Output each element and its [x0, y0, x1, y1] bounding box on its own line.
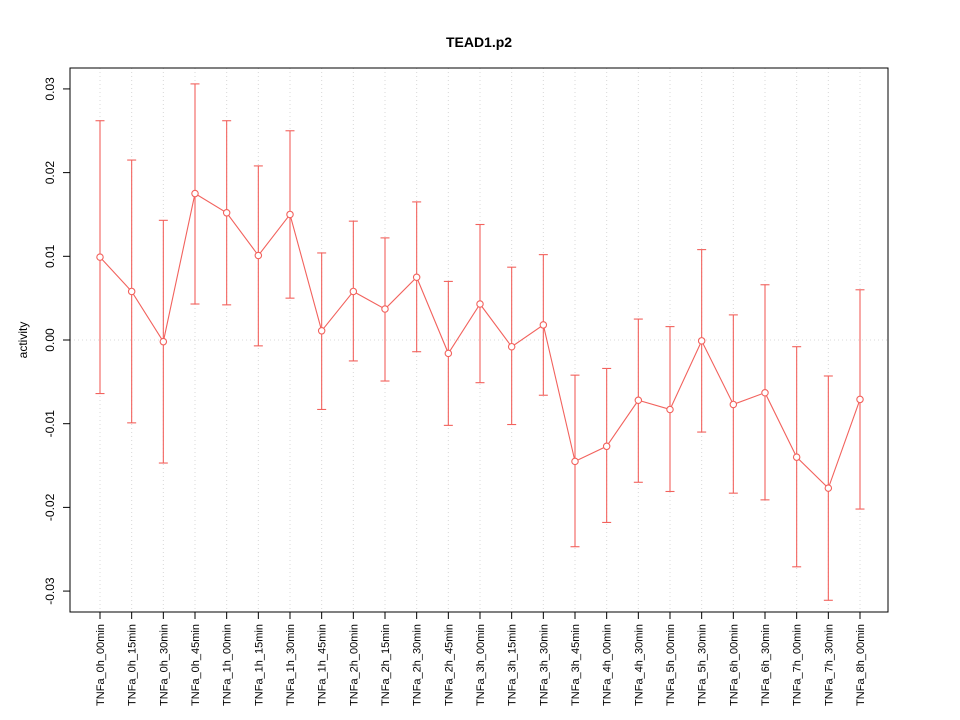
x-tick-label: TNFa_3h_30min: [538, 624, 550, 706]
x-tick-label: TNFa_2h_30min: [412, 624, 424, 706]
x-tick-label: TNFa_7h_00min: [792, 624, 804, 706]
y-axis-label: activity: [16, 322, 30, 359]
data-point: [634, 396, 643, 405]
x-tick-label: TNFa_1h_15min: [253, 624, 265, 706]
data-point: [729, 400, 738, 409]
x-tick-label: TNFa_3h_00min: [475, 624, 487, 706]
x-tick-label: TNFa_5h_00min: [665, 624, 677, 706]
data-point: [127, 287, 136, 296]
y-tick-label: 0.03: [43, 77, 57, 101]
y-tick-label: 0.00: [43, 328, 57, 352]
data-point: [476, 300, 484, 308]
x-tick-label: TNFa_7h_30min: [823, 624, 835, 706]
x-tick-label: TNFa_1h_45min: [317, 624, 329, 706]
y-tick-label: 0.02: [43, 161, 57, 185]
data-point: [381, 305, 389, 313]
data-point: [222, 209, 231, 217]
x-tick-label: TNFa_0h_30min: [158, 624, 170, 706]
data-point: [761, 388, 769, 397]
data-point: [571, 457, 579, 466]
data-point: [824, 484, 833, 492]
x-tick-label: TNFa_3h_45min: [570, 624, 582, 706]
x-tick-label: TNFa_8h_00min: [855, 624, 867, 706]
data-point: [349, 287, 358, 296]
x-tick-label: TNFa_4h_00min: [602, 624, 614, 706]
x-tick-label: TNFa_3h_15min: [507, 624, 519, 706]
data-point: [539, 321, 548, 329]
x-tick-label: TNFa_1h_30min: [285, 624, 297, 706]
x-tick-label: TNFa_2h_45min: [443, 624, 455, 706]
x-tick-label: TNFa_2h_15min: [380, 624, 392, 706]
x-tick-label: TNFa_4h_30min: [633, 624, 645, 706]
data-point: [412, 273, 421, 281]
data-point: [602, 442, 611, 451]
data-point: [856, 395, 864, 404]
x-tick-label: TNFa_2h_00min: [348, 624, 360, 706]
data-point: [191, 189, 199, 198]
chart-title: TEAD1.p2: [446, 34, 512, 50]
data-point: [96, 253, 104, 261]
data-point: [286, 210, 294, 219]
x-tick-label: TNFa_0h_00min: [95, 624, 107, 706]
data-point: [666, 405, 674, 414]
data-point: [159, 337, 168, 346]
data-point: [792, 453, 801, 461]
x-tick-label: TNFa_0h_45min: [190, 624, 202, 706]
y-tick-label: -0.02: [43, 493, 57, 521]
data-point: [317, 327, 326, 335]
y-tick-label: -0.01: [43, 410, 57, 438]
x-tick-label: TNFa_0h_15min: [127, 624, 139, 706]
x-tick-label: TNFa_6h_00min: [728, 624, 740, 706]
x-tick-label: TNFa_6h_30min: [760, 624, 772, 706]
data-point: [254, 251, 263, 260]
data-point: [507, 342, 516, 351]
plot-area: -0.03 -0.02 -0.01 0.00 0.01 0.02 0.03 TNFa_0h_0…: [43, 67, 889, 706]
x-tick-label: TNFa_5h_30min: [697, 624, 709, 706]
y-tick-label: 0.01: [43, 244, 57, 268]
y-tick-label: -0.03: [43, 577, 57, 605]
x-tick-label: TNFa_1h_00min: [222, 624, 234, 706]
data-point: [697, 337, 706, 345]
data-point: [444, 349, 453, 358]
